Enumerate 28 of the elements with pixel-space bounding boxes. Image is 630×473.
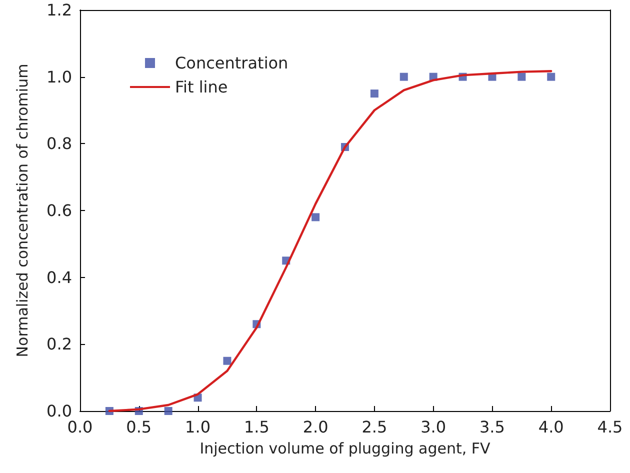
legend-label: Concentration (175, 54, 288, 72)
y-axis-title: Normalized concentration of chromium (14, 64, 32, 358)
y-tick-label: 0.4 (46, 268, 72, 287)
x-tick-label: 3.5 (479, 418, 505, 436)
point (164, 407, 172, 415)
x-tick-label: 3.0 (420, 418, 446, 436)
point (547, 72, 556, 81)
x-axis-title: Injection volume of plugging agent, FV (200, 440, 492, 458)
x-tick-label: 1.0 (185, 418, 211, 436)
x-tick-label: 4.5 (597, 418, 623, 436)
y-tick-label: 1.2 (46, 0, 72, 20)
y-tick-label: 0.2 (46, 334, 72, 354)
x-tick-label: 4.0 (538, 418, 564, 436)
point (312, 213, 320, 222)
y-tick-label: 0.6 (46, 201, 72, 220)
point (370, 90, 378, 98)
y-tick-label: 1.0 (46, 67, 72, 86)
x-tick-label: 1.5 (244, 418, 270, 436)
x-tick-label: 0.5 (126, 418, 152, 436)
point (518, 72, 526, 81)
x-tick-label: 2.0 (302, 418, 328, 436)
x-tick-label: 2.5 (362, 418, 388, 436)
legend-label: Fit line (175, 78, 228, 96)
x-tick-label: 0.0 (67, 418, 93, 436)
point (400, 72, 408, 81)
point (223, 356, 232, 365)
y-tick-label: 0.0 (46, 402, 72, 420)
y-tick-label: 0.8 (46, 134, 72, 154)
